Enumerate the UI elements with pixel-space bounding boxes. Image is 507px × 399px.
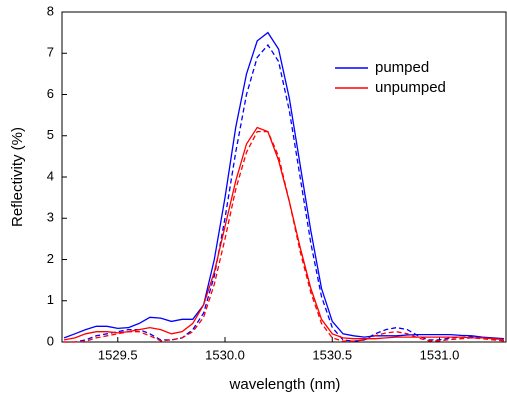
x-tick-label: 1530.5	[312, 347, 352, 362]
legend-label: pumped	[375, 59, 429, 76]
y-tick-label: 7	[47, 45, 54, 60]
y-tick-label: 5	[47, 127, 54, 142]
x-tick-label: 1531.0	[420, 347, 460, 362]
y-tick-label: 1	[47, 292, 54, 307]
x-axis-title: wavelength (nm)	[229, 376, 341, 393]
x-tick-label: 1529.5	[98, 347, 138, 362]
y-tick-label: 0	[47, 333, 54, 348]
y-tick-label: 8	[47, 3, 54, 18]
y-tick-label: 2	[47, 251, 54, 266]
legend-label: unpumped	[375, 79, 446, 96]
data-line	[64, 130, 504, 343]
x-tick-label: 1530.0	[205, 347, 245, 362]
data-line	[63, 31, 504, 340]
y-tick-label: 3	[47, 210, 54, 225]
y-tick-label: 4	[47, 168, 54, 183]
y-tick-label: 6	[47, 86, 54, 101]
data-line	[63, 126, 504, 341]
y-axis-title: Reflectivity (%)	[9, 127, 26, 227]
